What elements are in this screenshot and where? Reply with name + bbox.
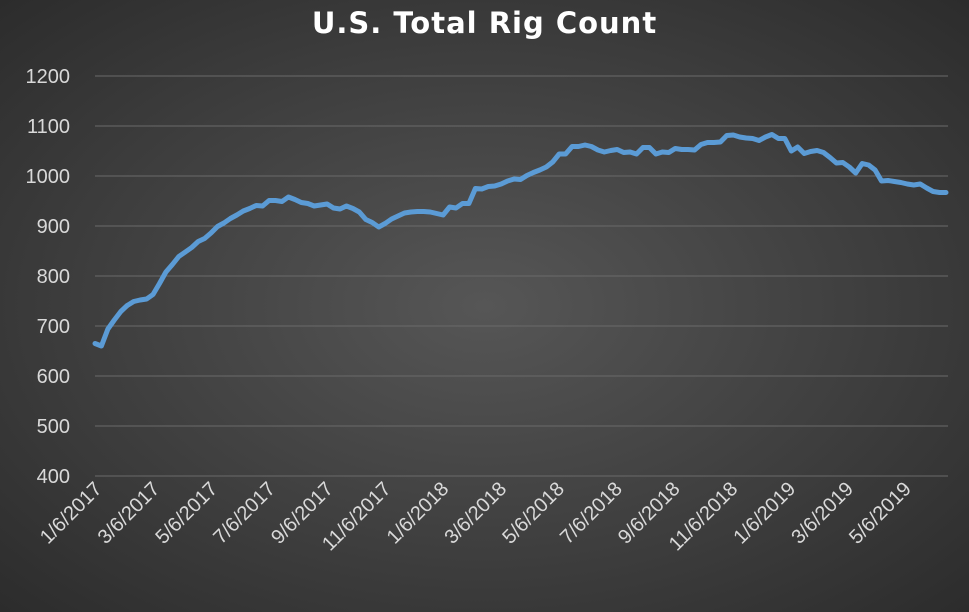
x-tick-label: 7/6/2018 bbox=[556, 478, 627, 549]
y-tick-label: 900 bbox=[37, 216, 70, 238]
y-axis-ticks: 1200 1100 1000 900 800 700 600 500 400 bbox=[26, 66, 71, 488]
x-tick-label: 5/6/2019 bbox=[845, 478, 916, 549]
y-tick-label: 700 bbox=[37, 316, 70, 338]
x-tick-label: 3/6/2017 bbox=[94, 478, 165, 549]
y-tick-label: 500 bbox=[37, 416, 70, 438]
x-tick-label: 5/6/2018 bbox=[498, 478, 569, 549]
x-tick-label: 5/6/2017 bbox=[152, 478, 223, 549]
x-tick-label: 7/6/2017 bbox=[209, 478, 280, 549]
x-axis-ticks: 1/6/20173/6/20175/6/20177/6/20179/6/2017… bbox=[36, 478, 916, 555]
x-tick-label: 3/6/2018 bbox=[441, 478, 512, 549]
y-tick-label: 800 bbox=[37, 266, 70, 288]
y-tick-label: 600 bbox=[37, 366, 70, 388]
chart-title: U.S. Total Rig Count bbox=[311, 6, 658, 40]
y-tick-label: 1200 bbox=[26, 66, 71, 88]
y-tick-label: 1000 bbox=[26, 166, 71, 188]
gridlines bbox=[95, 75, 948, 477]
series-line bbox=[92, 132, 949, 349]
x-tick-label: 3/6/2019 bbox=[787, 478, 858, 549]
y-tick-label: 1100 bbox=[27, 116, 70, 138]
series-layer bbox=[92, 132, 949, 349]
x-tick-label: 1/6/2019 bbox=[730, 478, 801, 549]
x-tick-label: 1/6/2018 bbox=[383, 478, 454, 549]
y-tick-label: 400 bbox=[37, 466, 70, 488]
x-tick-label: 1/6/2017 bbox=[36, 478, 107, 549]
